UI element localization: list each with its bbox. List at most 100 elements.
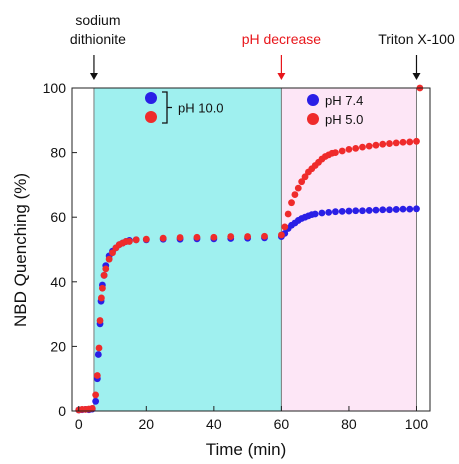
annotations: sodium dithionite pH decrease Triton X-100	[70, 12, 455, 80]
data-point-blue	[325, 208, 333, 216]
axes	[71, 87, 431, 412]
data-point-blue	[332, 208, 339, 216]
data-point-blue	[318, 209, 326, 217]
data-point-red	[281, 223, 289, 231]
data-point-blue	[406, 205, 414, 213]
x-tick-label: 100	[405, 416, 429, 432]
data-point-red	[105, 255, 113, 263]
x-tick-label: 40	[206, 416, 222, 432]
data-point-blue	[338, 207, 346, 215]
y-tick-label: 0	[58, 403, 66, 419]
y-tick-label: 100	[43, 80, 67, 96]
data-point-red	[332, 149, 339, 157]
data-point-red	[126, 238, 133, 245]
data-point-red	[244, 233, 252, 240]
data-point-red	[97, 294, 105, 302]
data-point-blue	[94, 351, 102, 358]
y-tick-label: 40	[50, 274, 66, 290]
data-point-red	[294, 184, 302, 192]
data-point-blue	[365, 207, 373, 214]
data-points	[75, 84, 424, 414]
annotation-label: Triton X-100	[378, 31, 455, 47]
data-point-red	[93, 372, 101, 379]
data-point-red	[365, 142, 373, 150]
data-point-red	[406, 138, 414, 146]
legend-marker-red	[307, 113, 319, 125]
data-point-blue	[379, 206, 387, 214]
annotation-label: sodium	[75, 12, 120, 28]
x-tick-label: 20	[139, 416, 155, 432]
data-point-red	[359, 143, 366, 151]
data-point-red	[176, 234, 184, 241]
data-point-red	[352, 145, 360, 152]
data-point-blue	[352, 207, 360, 215]
x-tick-label: 0	[75, 416, 83, 432]
data-point-blue	[372, 206, 380, 214]
data-point-red	[92, 391, 100, 399]
data-point-red	[277, 231, 285, 239]
data-point-red	[88, 405, 96, 412]
data-point-red	[338, 147, 346, 155]
data-point-red	[96, 317, 104, 324]
data-point-red	[102, 265, 110, 273]
annotation-label: pH decrease	[242, 31, 322, 47]
legend-marker-blue	[145, 92, 157, 104]
y-tick-label: 60	[50, 209, 66, 225]
legend-label: pH 5.0	[325, 112, 363, 127]
shaded-regions	[93, 88, 417, 411]
data-point-red	[399, 138, 407, 146]
legend-bracket	[162, 91, 172, 124]
annotation-arrow-head	[277, 73, 286, 80]
legend-marker-red	[145, 111, 157, 123]
data-point-blue	[311, 210, 319, 218]
legend-marker-blue	[307, 94, 319, 106]
data-point-blue	[92, 397, 100, 405]
y-axis-title: NBD Quenching (%)	[11, 173, 30, 327]
legend-label-ph10: pH 10.0	[178, 101, 224, 116]
data-point-red	[413, 137, 420, 145]
data-point-red	[379, 140, 387, 148]
annotation-label: dithionite	[70, 31, 126, 47]
data-point-red	[193, 233, 201, 241]
data-point-red	[301, 173, 309, 181]
data-point-red	[386, 140, 393, 147]
data-point-blue	[345, 207, 353, 215]
data-point-blue	[386, 206, 393, 214]
data-point-red	[109, 249, 116, 257]
data-point-red	[132, 236, 140, 244]
data-point-red	[298, 178, 306, 186]
data-point-red	[227, 233, 235, 240]
x-tick-label: 80	[341, 416, 357, 432]
data-point-red	[288, 199, 295, 207]
x-axis-title: Time (min)	[206, 440, 287, 459]
data-point-blue	[399, 205, 407, 213]
data-point-red	[159, 234, 167, 242]
data-point-blue	[413, 205, 420, 213]
region-cyan	[93, 88, 282, 411]
data-point-red	[392, 139, 400, 147]
annotation-arrow-head	[89, 73, 98, 80]
legend-label: pH 7.4	[325, 93, 363, 108]
legend: pH 10.0 pH 7.4 pH 5.0	[145, 91, 363, 127]
y-tick-label: 20	[50, 338, 66, 354]
data-point-blue	[359, 207, 366, 215]
data-point-blue	[392, 206, 400, 213]
x-tick-label: 60	[274, 416, 290, 432]
x-tick-labels: 0 20 40 60 80 100	[75, 416, 429, 432]
annotation-arrow-head	[412, 73, 421, 80]
y-tick-label: 80	[50, 145, 66, 161]
data-point-red	[345, 145, 353, 153]
data-point-red	[100, 271, 108, 279]
data-point-red	[142, 235, 150, 243]
data-point-red	[291, 191, 299, 198]
data-point-red	[261, 232, 268, 240]
data-point-red	[284, 210, 292, 218]
data-point-red	[98, 284, 106, 292]
y-tick-labels: 0 20 40 60 80 100	[43, 80, 67, 419]
data-point-red	[210, 233, 218, 241]
data-point-red	[372, 141, 380, 149]
data-point-red	[95, 344, 103, 352]
plot-frame	[71, 87, 431, 412]
region-pink	[281, 88, 417, 411]
